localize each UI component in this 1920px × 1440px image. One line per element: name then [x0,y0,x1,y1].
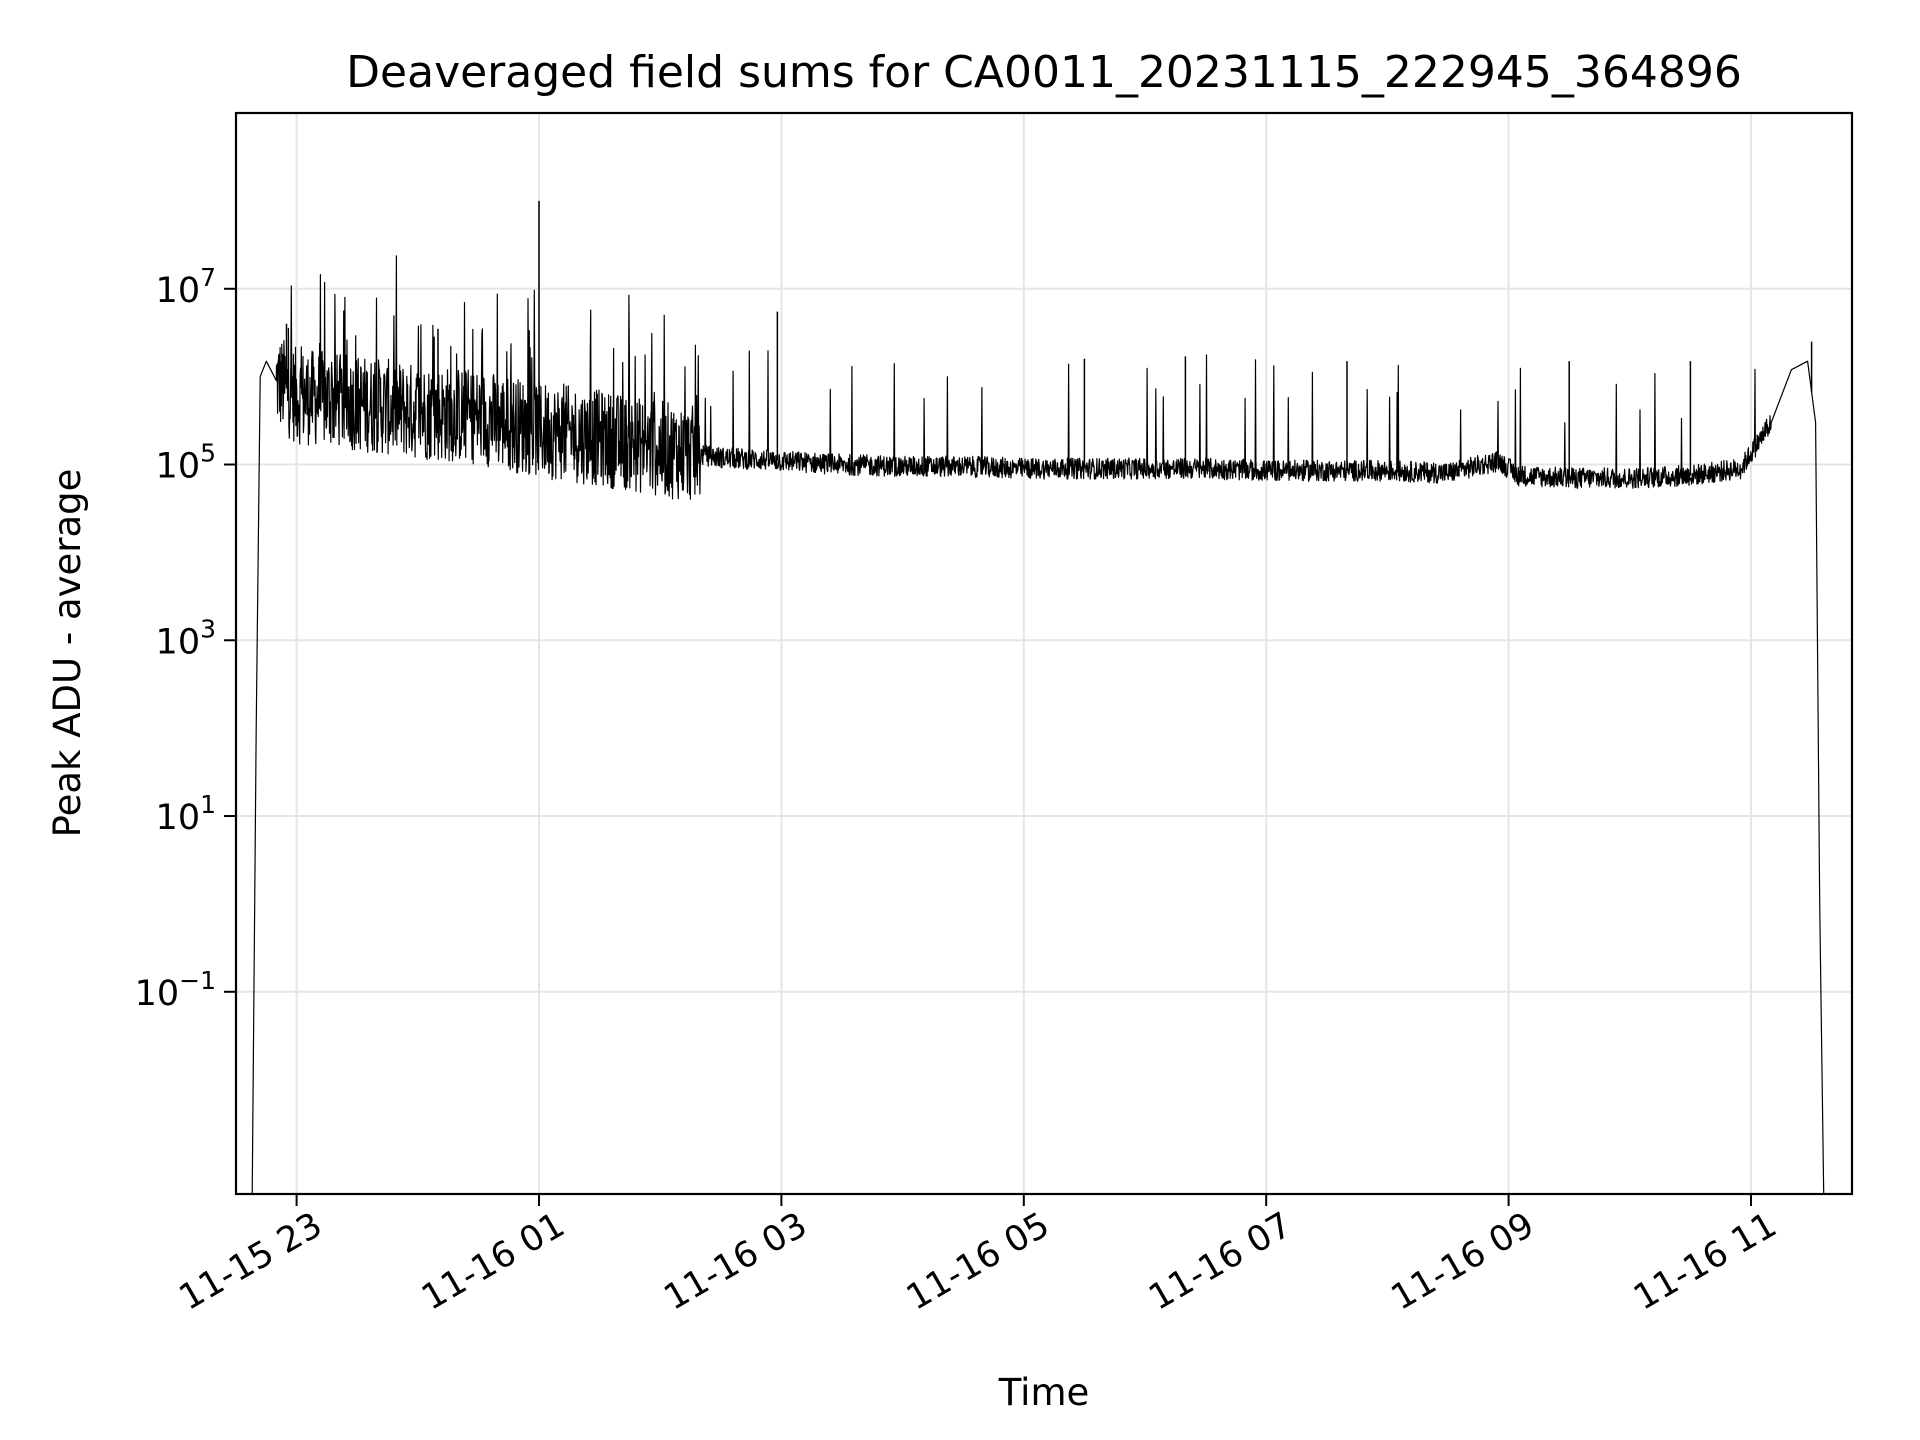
y-axis: 10−1 101 103 105 107 [135,263,236,1014]
chart-title: Deaveraged field sums for CA0011_2023111… [346,47,1742,98]
series-layer [251,200,1825,1194]
y-tick-label: 103 [156,614,216,662]
plot-frame [234,111,1854,1196]
grid [236,113,1852,1194]
y-axis-label: Peak ADU - average [46,469,89,838]
y-tick-label: 107 [156,263,216,311]
series-line [251,255,1825,1194]
y-tick-label: 105 [156,439,216,487]
x-axis-label: Time [998,1371,1090,1414]
y-tick-label: 101 [156,790,216,838]
y-tick-label: 10−1 [135,966,216,1014]
